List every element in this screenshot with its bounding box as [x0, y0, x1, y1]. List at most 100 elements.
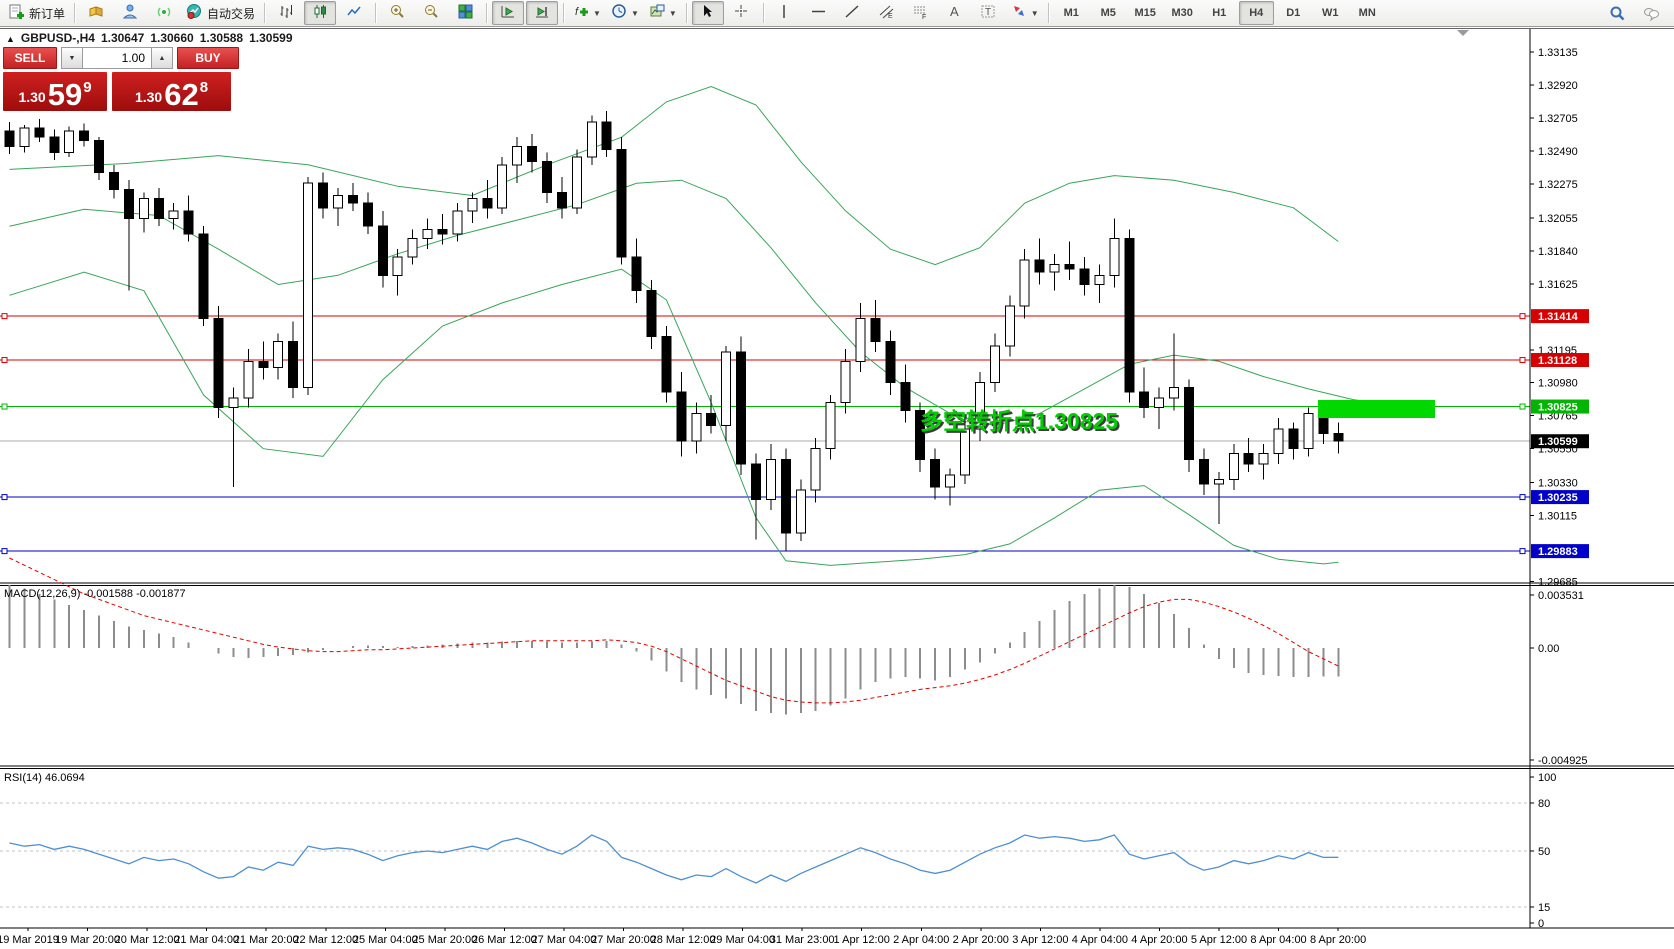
channel-icon: E	[878, 3, 895, 23]
time-axis-label: 26 Mar 12:00	[472, 934, 537, 946]
sell-button[interactable]: SELL	[3, 47, 57, 69]
hline-handle[interactable]	[1, 494, 8, 501]
svg-text:T: T	[985, 7, 991, 18]
hline-handle[interactable]	[1519, 357, 1526, 364]
hline-handle[interactable]	[1519, 548, 1526, 555]
hline-handle[interactable]	[1519, 313, 1526, 320]
collapse-panel-icon[interactable]: ▲	[6, 34, 15, 44]
time-axis-label: 8 Apr 20:00	[1310, 934, 1366, 946]
buy-button[interactable]: BUY	[177, 47, 239, 69]
line-chart-button[interactable]	[338, 1, 370, 25]
macd-axis-label: 0.00	[1538, 643, 1559, 655]
annotation-shadow: 多空转折点1.30825	[922, 410, 1120, 436]
time-axis-label: 22 Mar 12:00	[293, 934, 358, 946]
navigator-button[interactable]	[114, 1, 146, 25]
cursor-button[interactable]	[691, 1, 724, 25]
signals-button[interactable]	[148, 1, 180, 25]
price-tag	[1531, 544, 1589, 559]
channel-button[interactable]: E	[871, 1, 903, 25]
chart-annotation-text[interactable]: 多空转折点1.30825	[920, 408, 1118, 434]
chat-icon[interactable]	[1635, 2, 1667, 26]
auto-trading-icon	[186, 3, 203, 23]
svg-text:A: A	[950, 4, 959, 19]
zoom-out-button[interactable]	[415, 1, 447, 25]
hline-handle[interactable]	[1, 548, 8, 555]
ohlc-open: 1.30647	[100, 31, 145, 45]
arrows-button[interactable]: ▼	[1007, 1, 1043, 25]
timeframe-m1[interactable]: M1	[1063, 7, 1079, 19]
templates-button[interactable]: ▼	[645, 1, 681, 25]
sell-price-box[interactable]: 1.30 59 9	[3, 72, 107, 111]
time-axis-label: 25 Mar 04:00	[353, 934, 418, 946]
price-tag	[1531, 399, 1589, 414]
time-axis-label: 27 Mar 04:00	[532, 934, 597, 946]
price-tag	[1531, 434, 1589, 449]
highlight-rectangle[interactable]	[1318, 400, 1435, 418]
timeframe-m30[interactable]: M30	[1171, 7, 1193, 19]
toolbar-separator	[762, 3, 764, 23]
macd-axis-label: 0.003531	[1538, 590, 1584, 602]
trendline-icon	[844, 3, 861, 23]
hline-handle[interactable]	[1519, 494, 1526, 501]
chevron-down-icon: ▼	[668, 8, 677, 18]
text-button[interactable]: A	[939, 1, 971, 25]
hline-handle[interactable]	[1, 313, 8, 320]
timeframe-m5[interactable]: M5	[1100, 7, 1116, 19]
chevron-down-icon: ▼	[1030, 8, 1039, 18]
volume-decrease-button[interactable]: ▼	[61, 47, 83, 69]
periods-button[interactable]: ▼	[607, 1, 643, 25]
volume-increase-button[interactable]: ▲	[151, 47, 173, 69]
buy-price-box[interactable]: 1.30 62 8	[112, 72, 231, 111]
horizontal-lines-layer[interactable]	[0, 313, 1530, 555]
toolbar-separator	[74, 3, 76, 23]
bar-chart-button[interactable]	[270, 1, 302, 25]
profiles-button[interactable]	[80, 1, 112, 25]
rsi-axis-label: 0	[1538, 918, 1544, 930]
chart-shift-marker[interactable]	[1457, 30, 1469, 36]
hline-handle[interactable]	[1519, 403, 1526, 410]
price-tag-label: 1.30235	[1538, 492, 1578, 504]
one-click-trading-panel: SELL ▼ ▲ BUY 1.30 59 9 1.30 62 8	[3, 47, 239, 111]
macd-panel: MACD(12,26,9) -0.001588 -0.001877 0.00353…	[4, 557, 1588, 767]
label-button[interactable]: T	[973, 1, 1005, 25]
fibonacci-button[interactable]: F	[905, 1, 937, 25]
vline-button[interactable]	[769, 1, 801, 25]
symbol-period: GBPUSD-,H4	[20, 31, 95, 45]
hline-handle[interactable]	[1, 357, 8, 364]
timeframe-m15[interactable]: M15	[1134, 7, 1156, 19]
new-order-button[interactable]: 新订单	[4, 1, 69, 25]
time-axis-label: 28 Mar 12:00	[651, 934, 716, 946]
time-axis-label: 31 Mar 23:00	[770, 934, 835, 946]
auto-trading-button[interactable]: 自动交易	[182, 1, 259, 25]
trendline-button[interactable]	[837, 1, 869, 25]
timeframe-d1[interactable]: D1	[1286, 7, 1301, 19]
search-icon[interactable]	[1601, 2, 1633, 26]
crosshair-icon	[733, 3, 750, 23]
price-axis-label: 1.31840	[1538, 246, 1578, 258]
timeframe-w1[interactable]: W1	[1321, 7, 1339, 19]
crosshair-button[interactable]	[726, 1, 758, 25]
timeframe-mn[interactable]: MN	[1358, 7, 1376, 19]
price-axis-label: 1.30115	[1538, 511, 1577, 523]
indicators-button[interactable]: f ▼	[569, 1, 605, 25]
chart-shift-button[interactable]	[526, 1, 559, 25]
tile-windows-button[interactable]	[449, 1, 481, 25]
price-tag-label: 1.31128	[1538, 355, 1577, 367]
volume-input[interactable]	[83, 47, 151, 69]
arrows-icon	[1011, 3, 1028, 23]
timeframe-h4[interactable]: H4	[1238, 1, 1274, 25]
auto-scroll-button[interactable]	[492, 1, 525, 25]
sell-price-small: 1.30	[18, 89, 46, 105]
toolbar-separator	[563, 3, 565, 23]
zoom-in-button[interactable]	[381, 1, 413, 25]
svg-text:E: E	[888, 13, 893, 20]
timeframe-h1[interactable]: H1	[1212, 7, 1227, 19]
hline-button[interactable]	[803, 1, 835, 25]
candlestick-button[interactable]	[304, 1, 337, 25]
price-axis-label: 1.30980	[1538, 378, 1578, 390]
time-axis-label: 19 Mar 2019	[0, 934, 59, 946]
hline-handle[interactable]	[1, 403, 8, 410]
price-axis[interactable]: 1.33135 1.32920 1.32705 1.32490 1.32275 1.320…	[1529, 29, 1589, 928]
